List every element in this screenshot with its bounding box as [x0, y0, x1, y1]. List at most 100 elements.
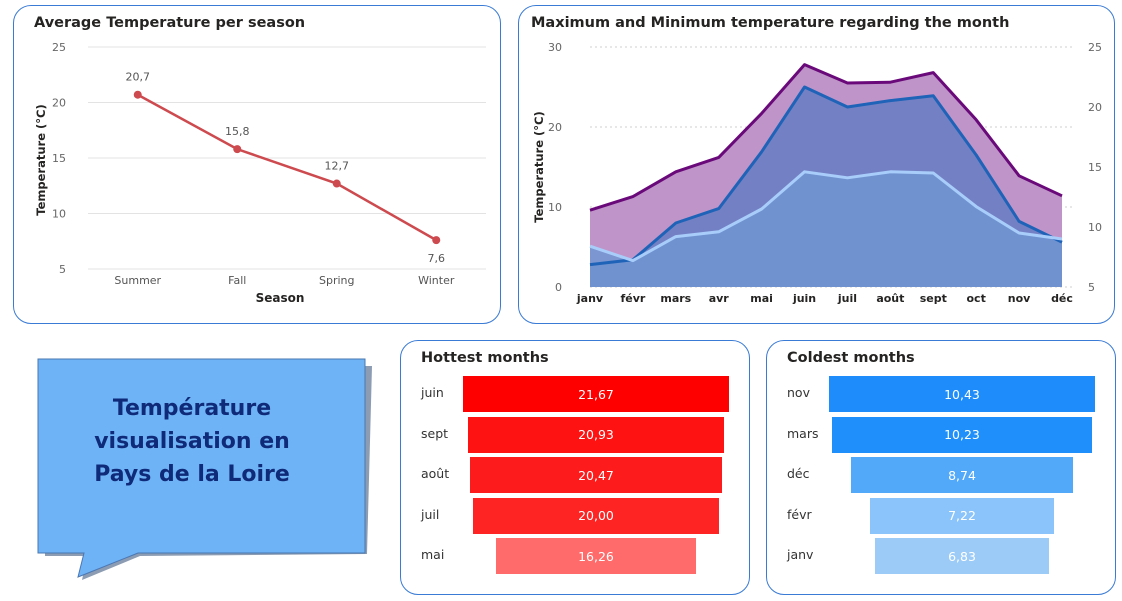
hottest-row-value: 20,47	[578, 467, 614, 483]
monthly-chart-title: Maximum and Minimum temperature regardin…	[531, 15, 1010, 31]
coldest-row-bar: 10,43	[829, 376, 1095, 412]
month-line-min	[589, 170, 1063, 263]
hottest-row: août 20,47	[401, 457, 749, 493]
coldest-row: nov 10,43	[767, 376, 1115, 412]
month-x-tick: nov	[1008, 292, 1031, 305]
month-y-tick-right: 5	[1088, 281, 1095, 294]
callout-text: Température visualisation en Pays de la …	[56, 392, 328, 491]
hottest-row-bar: 21,67	[463, 376, 729, 412]
month-line-mid	[589, 85, 1063, 267]
coldest-row-bar: 7,22	[869, 497, 1055, 534]
season-y-tick: 10	[52, 208, 66, 221]
season-y-tick: 15	[52, 152, 66, 165]
season-x-tick: Fall	[228, 274, 246, 287]
hottest-row-value: 16,26	[578, 548, 614, 564]
season-chart-card: Average Temperature per season	[13, 5, 501, 324]
coldest-row: mars 10,23	[767, 416, 1115, 453]
month-x-tick: mars	[660, 292, 691, 305]
season-data-label: 15,8	[225, 125, 250, 138]
coldest-row-label: nov	[787, 385, 810, 400]
hottest-row-bar: 20,93	[467, 416, 725, 453]
hottest-row-label: juil	[421, 506, 440, 522]
hottest-row-value: 20,93	[578, 427, 614, 442]
callout-line-3: Pays de la Loire	[94, 462, 290, 487]
coldest-row: févr 7,22	[767, 497, 1115, 534]
hottest-row-value: 21,67	[578, 386, 614, 402]
season-x-axis-label: Season	[256, 291, 305, 305]
coldest-row: déc 8,74	[767, 457, 1115, 493]
hottest-row-label: sept	[421, 425, 449, 441]
season-y-axis-label: Temperature (°C)	[34, 104, 48, 215]
season-point	[233, 145, 242, 154]
season-data-label: 7,6	[428, 252, 446, 265]
month-y-tick-right: 10	[1088, 221, 1102, 234]
coldest-row-bar: 10,23	[831, 416, 1093, 453]
month-x-tick: mai	[750, 292, 773, 305]
season-x-tick: Winter	[418, 274, 455, 287]
month-y-tick-left: 0	[555, 281, 562, 294]
month-x-tick: juil	[837, 292, 857, 305]
hottest-row-label: août	[421, 466, 450, 481]
coldest-row-value: 8,74	[948, 467, 976, 483]
hottest-months-card: Hottest months juin 21,67 sept 20,93 août 20,…	[400, 340, 750, 595]
coldest-row-label: mars	[787, 425, 819, 441]
month-area-min	[590, 171, 1062, 287]
callout-line-1: Température	[112, 396, 272, 421]
coldest-row-label: févr	[787, 506, 812, 522]
season-chart-title: Average Temperature per season	[34, 15, 306, 31]
coldest-row-bar: 6,83	[874, 538, 1050, 574]
month-y-tick-left: 30	[548, 41, 562, 54]
coldest-row-value: 10,43	[944, 386, 980, 402]
season-x-tick: Spring	[319, 274, 355, 287]
hottest-months-title: Hottest months	[421, 350, 549, 366]
month-x-tick: sept	[920, 292, 947, 305]
coldest-row-label: janv	[787, 547, 814, 562]
hottest-row: juil 20,00	[401, 497, 749, 534]
hottest-row-bar: 20,47	[470, 457, 722, 493]
hottest-row-label: juin	[421, 385, 444, 400]
coldest-row-value: 10,23	[944, 427, 980, 442]
season-series-line	[137, 93, 437, 242]
season-data-label: 12,7	[325, 160, 350, 173]
season-point	[133, 90, 142, 99]
season-x-tick: Summer	[114, 274, 161, 287]
coldest-row-value: 6,83	[948, 548, 976, 564]
month-x-tick: déc	[1051, 292, 1073, 305]
month-y-tick-right: 25	[1088, 41, 1102, 54]
hottest-row: sept 20,93	[401, 416, 749, 453]
month-x-tick: avr	[709, 292, 730, 305]
coldest-months-title: Coldest months	[787, 350, 915, 366]
hottest-row-label: mai	[421, 547, 445, 562]
coldest-row-bar: 8,74	[850, 457, 1074, 493]
season-y-tick: 20	[52, 97, 66, 110]
coldest-row: janv 6,83	[767, 538, 1115, 574]
month-x-tick: févr	[620, 292, 645, 305]
season-y-tick: 5	[59, 263, 66, 276]
month-y-tick-left: 10	[548, 201, 562, 214]
month-y-tick-right: 20	[1088, 101, 1102, 114]
month-x-tick: août	[876, 292, 904, 305]
season-data-label: 20,7	[126, 71, 151, 84]
hottest-row: juin 21,67	[401, 376, 749, 412]
hottest-row-value: 20,00	[578, 508, 614, 523]
coldest-months-card: Coldest months nov 10,43 mars 10,23 déc 8,74 f…	[766, 340, 1116, 595]
season-point	[332, 179, 341, 188]
month-line-max	[589, 63, 1063, 212]
month-y-axis-label: Temperature (°C)	[532, 111, 546, 222]
season-point	[432, 236, 441, 245]
month-y-tick-right: 15	[1088, 161, 1102, 174]
month-x-tick: janv	[576, 292, 604, 305]
month-x-tick: oct	[967, 292, 986, 305]
month-y-tick-left: 20	[548, 121, 562, 134]
season-y-tick: 25	[52, 41, 66, 54]
callout-line-2: visualisation en	[94, 429, 290, 454]
month-x-tick: juin	[792, 292, 816, 305]
coldest-row-label: déc	[787, 466, 810, 481]
coldest-row-value: 7,22	[948, 508, 976, 523]
hottest-row-bar: 16,26	[496, 538, 696, 574]
hottest-row-bar: 20,00	[473, 497, 719, 534]
hottest-row: mai 16,26	[401, 538, 749, 574]
